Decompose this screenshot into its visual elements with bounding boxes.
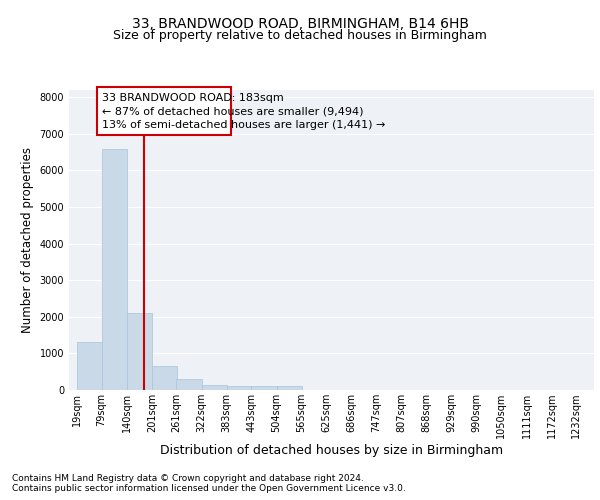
Bar bbox=[176, 379, 202, 390]
Y-axis label: Number of detached properties: Number of detached properties bbox=[21, 147, 34, 333]
Bar bbox=[152, 366, 177, 390]
Text: Contains HM Land Registry data © Crown copyright and database right 2024.: Contains HM Land Registry data © Crown c… bbox=[12, 474, 364, 483]
Bar bbox=[101, 148, 127, 390]
Bar bbox=[251, 386, 277, 390]
Bar bbox=[227, 386, 252, 390]
Bar bbox=[77, 342, 102, 390]
Text: 13% of semi-detached houses are larger (1,441) →: 13% of semi-detached houses are larger (… bbox=[102, 120, 385, 130]
Bar bbox=[277, 386, 302, 390]
Text: 33, BRANDWOOD ROAD, BIRMINGHAM, B14 6HB: 33, BRANDWOOD ROAD, BIRMINGHAM, B14 6HB bbox=[131, 18, 469, 32]
Text: Contains public sector information licensed under the Open Government Licence v3: Contains public sector information licen… bbox=[12, 484, 406, 493]
FancyBboxPatch shape bbox=[97, 87, 231, 134]
Text: Size of property relative to detached houses in Birmingham: Size of property relative to detached ho… bbox=[113, 28, 487, 42]
X-axis label: Distribution of detached houses by size in Birmingham: Distribution of detached houses by size … bbox=[160, 444, 503, 457]
Bar bbox=[127, 313, 152, 390]
Text: 33 BRANDWOOD ROAD: 183sqm: 33 BRANDWOOD ROAD: 183sqm bbox=[102, 93, 284, 103]
Bar bbox=[202, 384, 227, 390]
Text: ← 87% of detached houses are smaller (9,494): ← 87% of detached houses are smaller (9,… bbox=[102, 106, 364, 117]
